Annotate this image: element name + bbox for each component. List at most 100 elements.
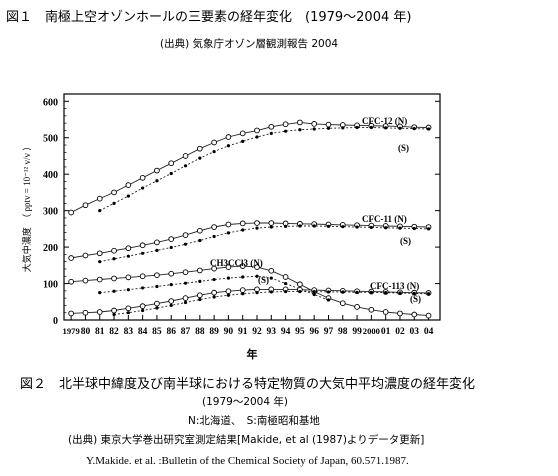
data-point <box>68 310 74 317</box>
data-point <box>141 308 145 313</box>
y-tick-label: 600 <box>43 97 58 108</box>
data-point <box>183 164 188 168</box>
data-point <box>269 225 273 229</box>
data-point <box>182 269 189 276</box>
data-point <box>154 167 160 174</box>
data-point <box>239 263 246 269</box>
data-point <box>411 311 418 318</box>
data-point <box>369 125 373 130</box>
series-annotation: CFC-11 (N) <box>362 214 407 224</box>
data-point <box>196 227 203 234</box>
data-point <box>254 264 260 270</box>
data-point <box>125 274 132 281</box>
data-point <box>355 290 359 294</box>
data-point <box>269 131 273 135</box>
data-point <box>239 130 246 137</box>
series-line <box>99 275 329 301</box>
data-point <box>198 238 202 243</box>
series-annotation: CH3CCl3 (N) <box>210 258 263 268</box>
data-point <box>96 250 103 257</box>
data-point <box>141 286 145 290</box>
series-annotation: CFC-12 (N) <box>362 116 407 126</box>
x-tick-label: 88 <box>195 327 205 337</box>
data-point <box>398 226 402 230</box>
data-point <box>139 303 146 309</box>
x-tick-label: 1979 <box>63 326 80 336</box>
data-point <box>268 267 275 274</box>
data-point <box>211 289 217 296</box>
data-point <box>297 119 303 126</box>
data-point <box>412 226 416 231</box>
data-point <box>425 312 432 319</box>
series-annotation: (S) <box>258 275 269 285</box>
data-point <box>397 310 403 317</box>
data-point <box>154 300 160 307</box>
data-point <box>198 279 202 283</box>
y-tick-label: 300 <box>43 207 58 218</box>
x-tick-label: 92 <box>252 327 262 337</box>
x-tick-label: 93 <box>267 327 277 337</box>
data-point <box>155 284 159 289</box>
data-point <box>96 309 103 315</box>
data-point <box>139 174 146 181</box>
data-point <box>98 291 102 295</box>
data-point <box>325 121 332 128</box>
data-point <box>384 126 388 130</box>
data-point <box>255 291 259 295</box>
data-point <box>111 247 117 254</box>
series-line <box>71 222 429 259</box>
series-line <box>70 121 429 213</box>
x-tick-label: 2000 <box>363 326 380 336</box>
x-tick-label: 85 <box>152 327 162 337</box>
data-point <box>112 201 116 205</box>
data-point <box>239 287 246 293</box>
data-point <box>82 309 89 316</box>
data-point <box>312 289 316 294</box>
x-tick-label: 97 <box>324 327 334 337</box>
data-point <box>112 289 116 293</box>
x-tick-label: 89 <box>209 327 219 337</box>
data-point <box>339 300 346 307</box>
figure2-source: (出典) 東京大学巻出研究室測定結果[Makide, et al (1987)よ… <box>68 434 425 446</box>
data-point <box>326 290 331 294</box>
data-point <box>426 292 431 296</box>
data-point <box>155 306 159 310</box>
plot-frame <box>63 93 441 321</box>
x-tick-label: 03 <box>410 327 420 337</box>
data-point <box>254 286 260 293</box>
x-tick-label: 94 <box>281 327 291 337</box>
data-point <box>369 225 373 230</box>
data-point <box>239 220 246 227</box>
x-tick-label: 80 <box>81 327 91 337</box>
series-line <box>113 291 429 315</box>
data-point <box>154 239 160 246</box>
data-point <box>125 182 132 188</box>
data-point <box>326 224 331 228</box>
data-point <box>183 281 188 285</box>
y-tick-label: 500 <box>43 134 58 145</box>
data-point <box>211 139 217 146</box>
data-point <box>225 134 232 140</box>
x-tick-label: 84 <box>138 327 148 337</box>
x-tick-label: 91 <box>238 327 248 337</box>
data-point <box>354 304 360 310</box>
data-point <box>126 194 130 198</box>
data-point <box>155 179 159 183</box>
x-tick-label: 99 <box>352 327 362 337</box>
data-point <box>312 127 316 131</box>
data-point <box>68 209 74 216</box>
figure2-title: 図２ 北半球中緯度及び南半球における特定物質の大気中平均濃度の経年変化 <box>20 377 476 392</box>
data-point <box>398 291 402 295</box>
data-point <box>198 297 202 302</box>
data-point <box>98 209 102 213</box>
data-point <box>111 275 117 282</box>
data-point <box>341 225 345 229</box>
y-tick-label: 0 <box>53 316 58 327</box>
data-point <box>198 156 202 160</box>
data-point <box>68 255 74 261</box>
data-point <box>126 311 130 315</box>
data-point <box>182 295 189 301</box>
data-point <box>211 265 217 272</box>
data-point <box>341 290 345 294</box>
x-tick-label: 95 <box>295 327 305 337</box>
